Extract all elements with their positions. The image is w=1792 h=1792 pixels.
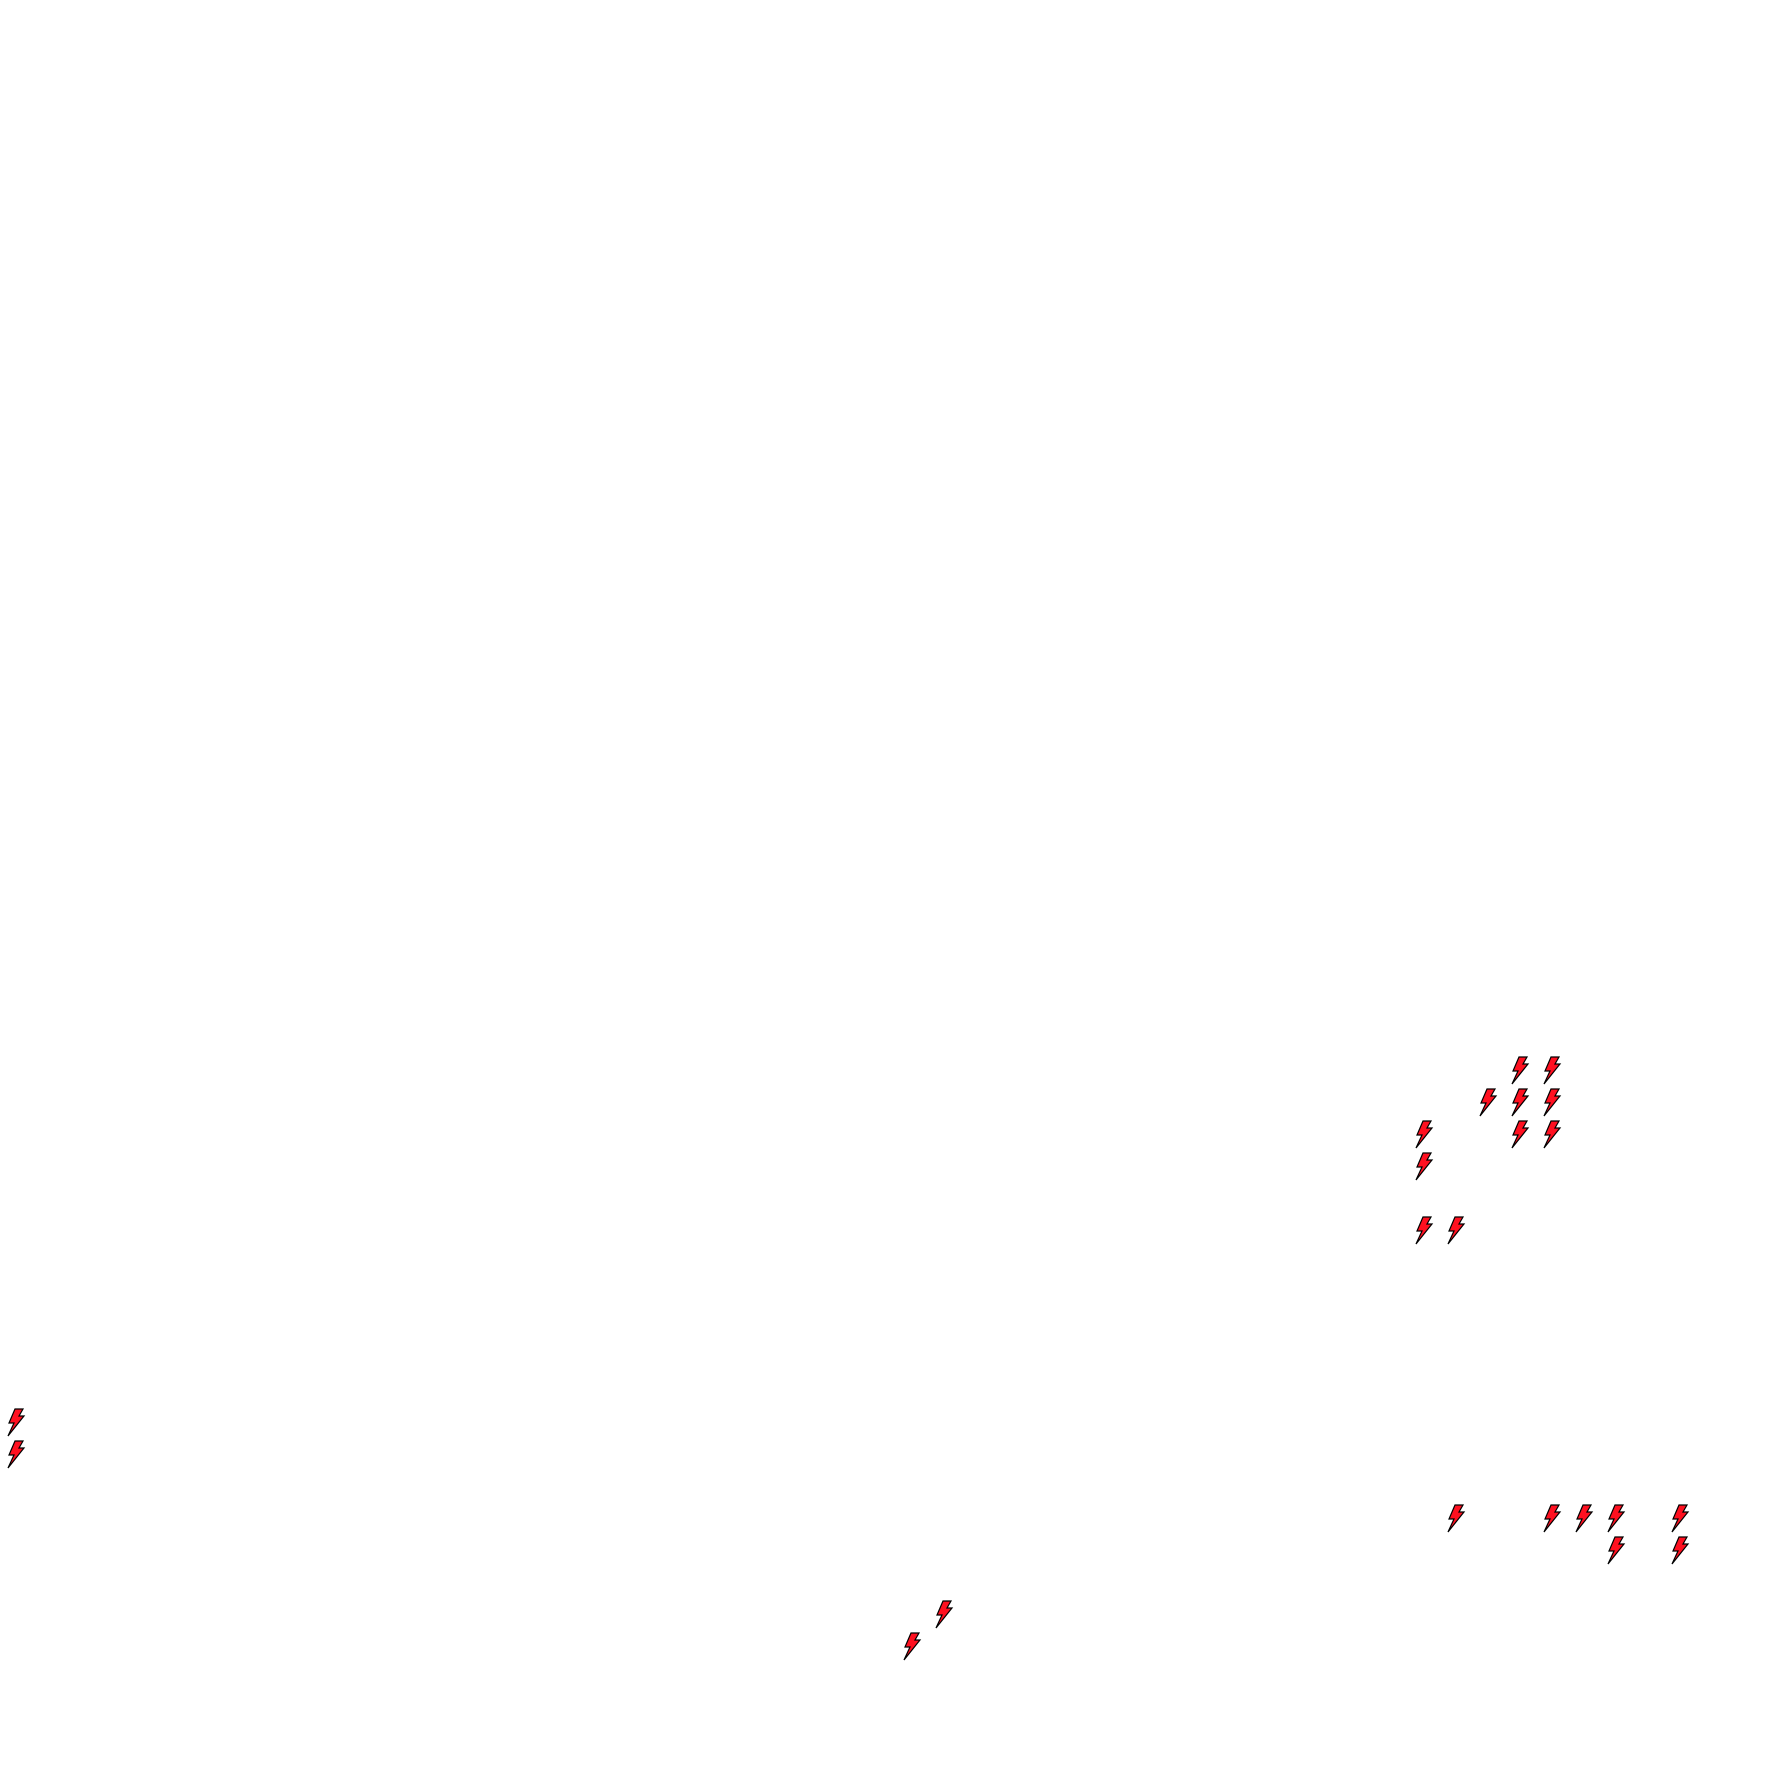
lightning-bolt-icon xyxy=(7,1440,26,1469)
lightning-bolt-icon xyxy=(1415,1216,1434,1245)
lightning-bolt-icon xyxy=(1543,1088,1562,1117)
lightning-bolt-icon xyxy=(1543,1120,1562,1149)
lightning-bolt-icon xyxy=(1575,1504,1594,1533)
lightning-bolt-icon xyxy=(935,1600,954,1629)
lightning-bolt-icon xyxy=(1543,1056,1562,1085)
lightning-bolt-icon xyxy=(1607,1536,1626,1565)
lightning-bolt-icon xyxy=(1543,1504,1562,1533)
lightning-bolt-icon xyxy=(1671,1536,1690,1565)
lightning-bolt-icon xyxy=(1447,1216,1466,1245)
lightning-bolt-icon xyxy=(7,1408,26,1437)
lightning-bolt-icon xyxy=(1415,1152,1434,1181)
lightning-bolt-icon xyxy=(1447,1504,1466,1533)
lightning-bolt-icon xyxy=(1511,1120,1530,1149)
lightning-bolt-icon xyxy=(1511,1056,1530,1085)
lightning-bolt-icon xyxy=(1511,1088,1530,1117)
lightning-bolt-icon xyxy=(1671,1504,1690,1533)
lightning-bolt-icon xyxy=(1607,1504,1626,1533)
lightning-bolt-icon xyxy=(1415,1120,1434,1149)
lightning-bolt-icon xyxy=(1479,1088,1498,1117)
lightning-bolt-icon xyxy=(903,1632,922,1661)
